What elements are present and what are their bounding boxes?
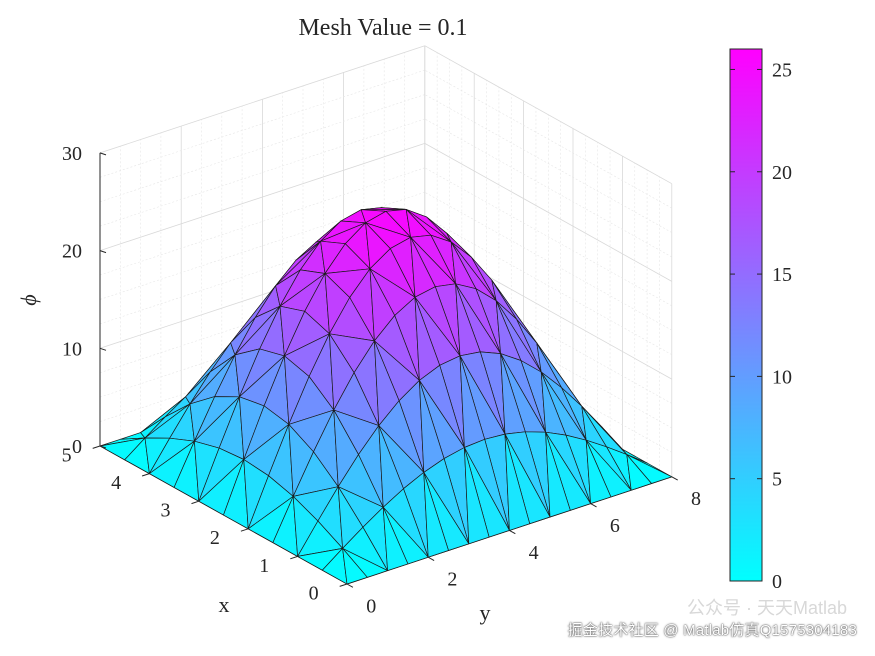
grid-line	[424, 191, 672, 331]
grid-line	[99, 94, 425, 203]
z-tick	[99, 152, 107, 156]
z-tick-label: 30	[62, 143, 82, 165]
watermark: 掘金技术社区 @ Matlab仿真Q1575304183	[567, 622, 857, 639]
z-tick-label: 10	[62, 338, 82, 360]
y-tick	[509, 529, 516, 535]
colorbar-tick-label: 10	[772, 366, 792, 388]
colorbar-ticks: 0 5 10 15 20 25	[730, 59, 792, 593]
y-tick-label: 4	[529, 542, 539, 564]
z-tick	[99, 347, 107, 351]
grid-line	[424, 94, 672, 233]
z-axis-label: ϕ	[16, 294, 41, 305]
grid-line	[424, 265, 672, 404]
surface-triangle	[423, 472, 449, 558]
grid-line	[424, 167, 672, 307]
surface-triangle	[585, 439, 612, 504]
y-tick	[427, 556, 435, 561]
surface-triangle	[545, 431, 571, 518]
colorbar: 0 5 10 15 20 25	[729, 48, 792, 593]
z-tick	[99, 445, 107, 449]
x-tick	[141, 473, 150, 477]
grid-line	[99, 69, 425, 178]
grid-line	[99, 167, 425, 276]
x-tick	[92, 445, 101, 449]
x-tick-label: 3	[160, 500, 170, 522]
chart-title: Mesh Value = 0.1	[298, 15, 467, 41]
x-tick-label: 1	[259, 555, 269, 577]
x-axis-label: x	[219, 592, 230, 617]
grid-line	[424, 69, 672, 209]
grid-line	[99, 45, 425, 154]
surface-mesh	[99, 207, 673, 585]
colorbar-tick-label: 25	[772, 59, 792, 81]
x-tick	[240, 528, 249, 532]
y-axis-label: y	[480, 600, 491, 625]
x-tick-label: 5	[62, 444, 72, 466]
y-tick-label: 0	[366, 595, 376, 617]
x-tick	[191, 500, 199, 505]
y-tick-label: 2	[447, 569, 457, 591]
grid-line	[424, 143, 672, 282]
z-tick-label: 20	[62, 241, 82, 263]
x-tick	[339, 583, 348, 587]
z-tick-label: 0	[72, 436, 82, 458]
x-tick-label: 4	[111, 472, 121, 494]
grid-line	[99, 118, 425, 227]
y-tick-label: 8	[691, 488, 701, 510]
colorbar-tick-label: 5	[772, 469, 782, 491]
surface-triangle	[464, 447, 490, 545]
surface-triangle	[626, 454, 652, 491]
x-tick-label: 0	[309, 582, 319, 604]
x-tick	[290, 555, 298, 560]
grid-line	[424, 118, 672, 258]
x-tick-label: 2	[210, 527, 220, 549]
y-tick-label: 6	[610, 515, 620, 537]
grid-line	[99, 143, 425, 251]
watermark-faint: 公众号 · 天天Matlab	[686, 598, 847, 618]
grid-line	[424, 45, 672, 185]
z-tick	[99, 250, 107, 254]
colorbar-tick-label: 20	[772, 162, 792, 184]
y-tick	[346, 583, 354, 588]
grid-line	[424, 216, 672, 355]
y-tick	[590, 503, 597, 508]
colorbar-tick-label: 15	[772, 264, 792, 286]
surface-triangle	[504, 433, 531, 531]
surface-triangle	[382, 506, 409, 571]
colorbar-gradient	[729, 48, 763, 582]
surface-triangle	[342, 548, 368, 585]
y-tick	[671, 476, 678, 481]
colorbar-tick-label: 0	[772, 571, 782, 593]
